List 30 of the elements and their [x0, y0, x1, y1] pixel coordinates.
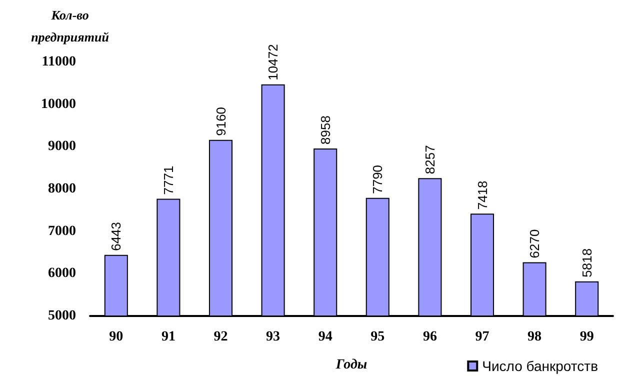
data-label: 7771	[160, 166, 176, 195]
x-tick-label: 94	[318, 330, 332, 344]
y-axis-title: Кол-во предприятий	[31, 8, 109, 44]
data-label: 7418	[474, 180, 490, 210]
data-label: 5818	[579, 248, 594, 278]
data-label: 8257	[422, 145, 438, 174]
y-tick-label: 6000	[48, 266, 76, 282]
x-tick-label: 91	[161, 330, 176, 344]
legend-label: Число банкротств	[482, 358, 598, 374]
y-tick-label: 10000	[41, 96, 76, 112]
data-label: 8958	[318, 116, 333, 144]
y-tick-label: 9000	[48, 139, 76, 154]
data-label: 7790	[370, 164, 386, 194]
x-tick-label: 99	[580, 330, 594, 344]
x-tick-label: 93	[266, 330, 280, 344]
x-tick-label: 97	[475, 330, 490, 344]
x-tick-label: 96	[422, 330, 437, 344]
data-label: 9160	[213, 106, 228, 136]
x-tick-label: 90	[109, 330, 124, 344]
x-tick-label: 98	[528, 330, 542, 344]
y-tick-label: 5000	[48, 308, 76, 324]
x-tick-label: 95	[370, 330, 385, 344]
x-tick-label: 92	[214, 330, 228, 344]
data-label: 10472	[266, 44, 281, 80]
y-tick-label: 7000	[48, 224, 76, 239]
data-label: 6270	[527, 229, 542, 258]
y-tick-label: 11000	[42, 54, 76, 70]
y-tick-label: 8000	[48, 182, 76, 196]
x-axis-title: Годы	[334, 358, 368, 372]
data-label: 6443	[108, 222, 124, 251]
